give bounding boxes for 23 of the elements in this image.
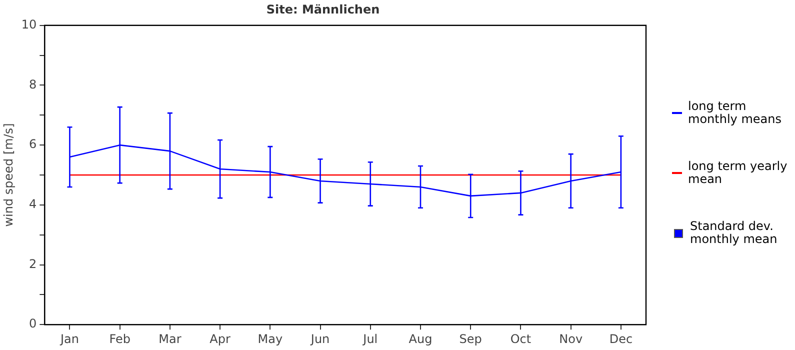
y-tick-label: 8: [29, 77, 37, 92]
y-tick-label: 2: [29, 256, 37, 271]
y-tick-label: 6: [29, 137, 37, 152]
x-tick-label: Nov: [559, 332, 583, 346]
y-tick-label: 4: [29, 197, 37, 212]
x-tick-label: Apr: [210, 332, 230, 346]
chart-title: Site: Männlichen: [266, 2, 380, 16]
x-tick-label: May: [258, 332, 283, 346]
x-tick-label: Feb: [109, 332, 130, 346]
x-tick-label: Aug: [408, 332, 432, 346]
x-tick-label: Jun: [310, 332, 330, 346]
x-tick-label: Jan: [59, 332, 79, 346]
x-tick-label: Sep: [459, 332, 482, 346]
text: Standard dev. monthly mean: [690, 219, 778, 246]
x-tick-label: Oct: [510, 332, 532, 346]
legend-label: long term yearly mean: [688, 159, 788, 186]
x-tick-label: Dec: [609, 332, 633, 346]
y-tick-label: 10: [21, 18, 37, 32]
x-tick-label: Jul: [362, 332, 378, 346]
legend-label: long term monthly means: [688, 99, 782, 126]
y-tick-label: 0: [29, 316, 37, 331]
x-tick-label: Mar: [158, 332, 182, 346]
y-axis-title: wind speed [m/s]: [1, 123, 16, 227]
